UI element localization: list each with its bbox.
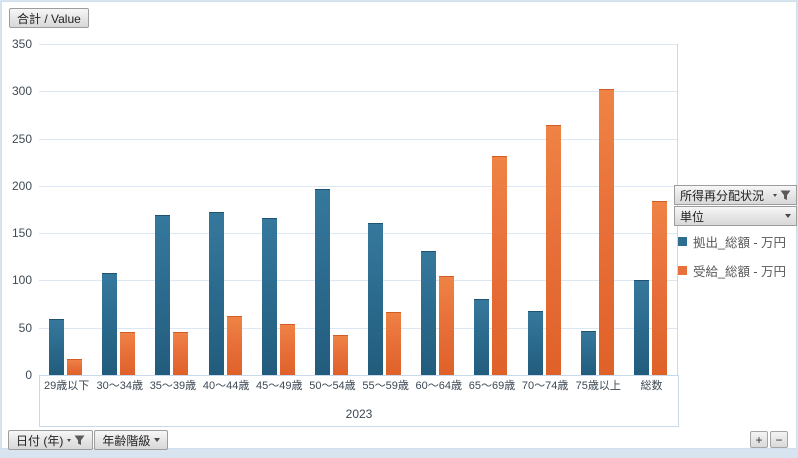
- filter-button-unit[interactable]: 単位: [674, 206, 797, 226]
- legend-swatch-orange: [678, 266, 687, 275]
- gridline: [39, 280, 677, 282]
- x-axis-box: 29歳以下 30〜34歳 35〜39歳 40〜44歳 45〜49歳 50〜54歳 55〜59…: [39, 375, 679, 427]
- gridline: [39, 185, 677, 187]
- bar-contribution: [474, 299, 490, 375]
- axis-field-button-age-group[interactable]: 年齢階級: [94, 430, 169, 450]
- gridline: [39, 233, 677, 235]
- bar-group: [199, 44, 252, 375]
- bar-benefit: [279, 324, 295, 375]
- bar-group: [518, 44, 571, 375]
- gridline: [39, 138, 677, 140]
- bar-group: [571, 44, 624, 375]
- bar-group: [411, 44, 464, 375]
- filter-label: 単位: [680, 209, 705, 224]
- bar-contribution: [261, 218, 277, 375]
- x-axis-category-label: 60〜64歳: [415, 380, 463, 392]
- bar-benefit: [226, 316, 242, 375]
- field-label: 日付 (年): [16, 433, 64, 448]
- plot-area: [39, 44, 678, 375]
- bar-benefit: [492, 156, 508, 375]
- bar-group: [624, 44, 677, 375]
- gridline: [39, 327, 677, 329]
- bar-contribution: [580, 331, 596, 375]
- x-axis-category-label: 70〜74歳: [521, 380, 569, 392]
- y-axis-tick-label: 250: [11, 131, 32, 146]
- chart-legend: 拠出_総額 - 万円 受給_総額 - 万円: [678, 232, 786, 280]
- zoom-in-button[interactable]: +: [750, 431, 768, 448]
- funnel-filter-icon: [780, 190, 791, 200]
- values-field-button[interactable]: 合計 / Value: [9, 8, 89, 28]
- filter-label: 所得再分配状況: [680, 188, 765, 203]
- axis-field-panel: 日付 (年) 年齢階級: [8, 430, 169, 450]
- bar-contribution: [208, 212, 224, 375]
- legend-item-benefit: 受給_総額 - 万円: [678, 261, 786, 280]
- y-axis-tick-label: 300: [11, 84, 32, 99]
- bar-contribution: [102, 273, 118, 375]
- x-axis-category-label: 総数: [640, 380, 663, 392]
- zoom-controls: + −: [750, 431, 788, 448]
- bar-group: [252, 44, 305, 375]
- bar-benefit: [651, 201, 667, 375]
- chevron-down-icon: [785, 214, 791, 218]
- bar-benefit: [332, 335, 348, 375]
- x-axis-category-label: 45〜49歳: [256, 380, 303, 392]
- filter-button-income-redistribution[interactable]: 所得再分配状況: [674, 185, 797, 205]
- bar-benefit: [386, 312, 402, 375]
- bar-contribution: [421, 251, 437, 375]
- bar-benefit: [439, 276, 455, 375]
- chevron-down-icon: [67, 438, 72, 442]
- x-axis-category-label: 35〜39歳: [149, 380, 197, 392]
- bar-group: [145, 44, 198, 375]
- x-axis-category-label: 29歳以下: [43, 380, 90, 392]
- year-group-label: 2023: [345, 407, 373, 421]
- y-axis-tick-label: 200: [11, 178, 32, 193]
- legend-label: 受給_総額 - 万円: [693, 265, 787, 279]
- bar-benefit: [598, 89, 614, 375]
- chevron-down-icon: [154, 438, 161, 442]
- legend-item-contribution: 拠出_総額 - 万円: [678, 232, 786, 251]
- bar-contribution: [314, 189, 330, 375]
- y-axis-tick-label: 50: [18, 320, 32, 335]
- zoom-out-button[interactable]: −: [770, 431, 788, 448]
- bar-benefit: [173, 332, 189, 375]
- x-axis-category-label: 30〜34歳: [96, 380, 143, 392]
- y-axis-tick-label: 350: [11, 37, 32, 51]
- legend-label: 拠出_総額 - 万円: [693, 236, 787, 250]
- category-label-row: 29歳以下 30〜34歳 35〜39歳 40〜44歳 45〜49歳 50〜54歳 55〜59…: [40, 379, 678, 394]
- y-axis-tick-label: 100: [11, 273, 32, 288]
- bar-contribution: [49, 319, 65, 375]
- bar-group: [92, 44, 145, 375]
- bar-contribution: [633, 280, 649, 375]
- funnel-filter-icon: [74, 435, 85, 445]
- x-axis-category-label: 65〜69歳: [468, 380, 516, 392]
- bar-group: [358, 44, 411, 375]
- bar-benefit: [67, 359, 83, 375]
- x-axis-category-label: 50〜54歳: [309, 380, 356, 392]
- gridline: [39, 44, 677, 45]
- x-axis-category-label: 55〜59歳: [362, 380, 409, 392]
- axis-field-button-date-year[interactable]: 日付 (年): [8, 430, 94, 450]
- bar-group: [305, 44, 358, 375]
- y-axis-tick-label: 0: [25, 368, 32, 382]
- bar-contribution: [368, 223, 384, 375]
- bar-contribution: [527, 311, 543, 375]
- chevron-down-icon: [773, 193, 777, 197]
- bar-benefit: [545, 125, 561, 375]
- gridline: [39, 91, 677, 93]
- y-axis: 0 50 100 150 200 250 300 350: [2, 38, 34, 381]
- bar-group: [39, 44, 92, 375]
- pivot-chart-canvas: 合計 / Value 0 50 100 150 200 250 300 350 29歳以下 30…: [1, 1, 797, 450]
- bar-group: [464, 44, 517, 375]
- bar-benefit: [120, 332, 136, 375]
- x-axis-category-label: 75歳以上: [575, 380, 621, 392]
- x-axis-category-label: 40〜44歳: [202, 380, 250, 392]
- y-axis-tick-label: 150: [11, 226, 32, 241]
- filter-field-panel: 所得再分配状況 単位: [674, 185, 797, 227]
- legend-swatch-blue: [678, 237, 687, 246]
- values-field-label: 合計 / Value: [17, 11, 81, 26]
- field-label: 年齢階級: [102, 433, 151, 448]
- bar-contribution: [155, 215, 171, 375]
